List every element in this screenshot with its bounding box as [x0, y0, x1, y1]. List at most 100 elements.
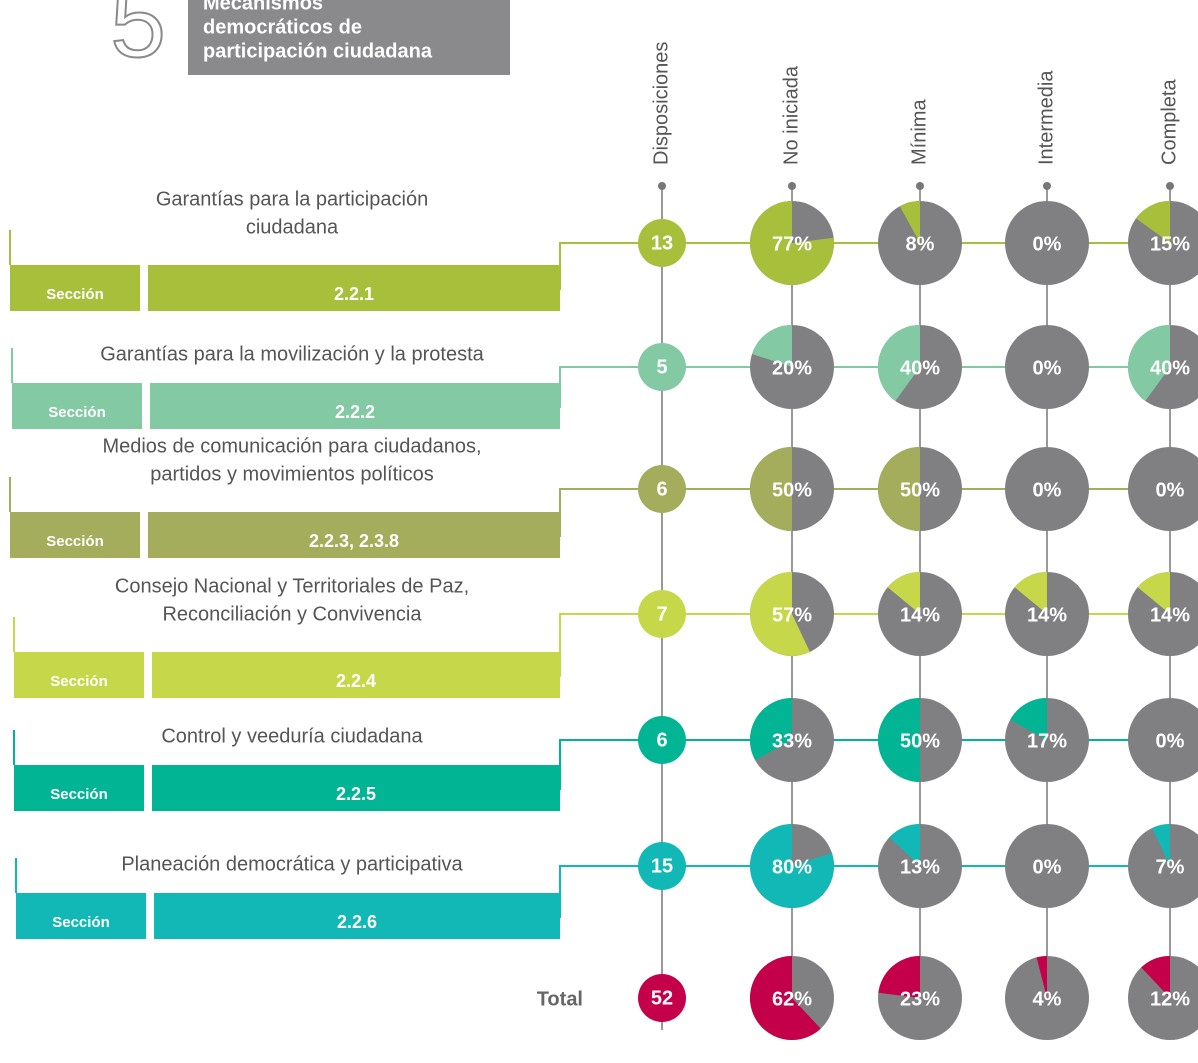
section-bar [148, 512, 560, 558]
column-header: Intermedia [1035, 70, 1057, 165]
pie-label: 50% [900, 730, 940, 752]
pie-slice [878, 325, 920, 401]
count-label: 13 [651, 232, 673, 254]
pie-label: 4% [1033, 988, 1062, 1010]
pie-base [1128, 447, 1198, 531]
column-dot [658, 182, 666, 190]
pie-label: 20% [772, 357, 812, 379]
pie-slice [899, 201, 920, 243]
pie-label: 40% [900, 357, 940, 379]
count-circle [638, 343, 686, 391]
row-label: partidos y movimientos políticos [150, 463, 433, 485]
pie-label: 23% [900, 988, 940, 1010]
pie-slice [1036, 956, 1047, 998]
pie-slice [750, 956, 821, 1040]
count-circle [638, 219, 686, 267]
section-bar [148, 265, 560, 311]
pie-label: 0% [1156, 479, 1185, 501]
pie-label: 0% [1033, 479, 1062, 501]
pie-label: 14% [1150, 604, 1190, 626]
column-header: Mínima [908, 99, 930, 165]
pie-slice [1152, 824, 1170, 866]
pie-label: 33% [772, 730, 812, 752]
pie-base [1005, 824, 1089, 908]
pie-slice [1137, 572, 1170, 614]
section-tag [14, 652, 144, 698]
column-dot [1043, 182, 1051, 190]
section-bar [152, 652, 560, 698]
row-label: Medios de comunicación para ciudadanos, [102, 435, 481, 457]
section-tag-label: Sección [48, 404, 106, 421]
pie-label: 77% [772, 233, 812, 255]
count-label: 6 [656, 478, 667, 500]
pie-slice [750, 447, 792, 531]
row-label: Garantías para la participación [156, 188, 428, 210]
section-number: 2.2.3, 2.3.8 [309, 531, 399, 551]
chapter-title: participación ciudadana [203, 40, 433, 62]
count-label: 5 [656, 356, 667, 378]
pie-label: 15% [1150, 233, 1190, 255]
pie-label: 14% [900, 604, 940, 626]
row-label: Consejo Nacional y Territoriales de Paz, [115, 575, 469, 597]
pie-slice [1014, 572, 1047, 614]
section-tag [12, 383, 142, 429]
pie-label: 12% [1150, 988, 1190, 1010]
count-circle [638, 590, 686, 638]
count-label: 15 [651, 855, 673, 877]
title-box [188, 0, 510, 75]
pie-slice [1141, 956, 1170, 998]
row-label: Reconciliación y Convivencia [162, 603, 422, 625]
pie-label: 0% [1033, 856, 1062, 878]
pie-slice [1136, 201, 1170, 243]
pie-base [1005, 201, 1089, 285]
row-label: Planeación democrática y participativa [121, 853, 463, 875]
pie-label: 7% [1156, 856, 1185, 878]
count-circle [638, 842, 686, 890]
column-header: Completa [1158, 79, 1180, 165]
section-tag [10, 265, 140, 311]
section-tag [16, 893, 146, 939]
pie-slice [750, 698, 792, 761]
section-number: 2.2.1 [334, 284, 374, 304]
count-label: 7 [656, 603, 667, 625]
pie-slice [750, 572, 810, 656]
pie-label: 17% [1027, 730, 1067, 752]
pie-slice [750, 824, 834, 908]
pie-base [1128, 824, 1198, 908]
section-tag-label: Sección [46, 533, 104, 550]
section-number: 2.2.2 [335, 402, 375, 422]
pie-slice [887, 572, 920, 614]
pie-label: 40% [1150, 357, 1190, 379]
chapter-title: Mecanismos [203, 0, 323, 14]
row-label: Garantías para la movilización y la prot… [100, 343, 484, 365]
pie-base [1005, 325, 1089, 409]
chapter-number: 5 [110, 0, 166, 78]
section-bar [154, 893, 560, 939]
pie-label: 0% [1156, 730, 1185, 752]
pie-base [1128, 698, 1198, 782]
count-label: 52 [651, 987, 673, 1009]
pie-slice [889, 824, 920, 866]
pie-label: 0% [1033, 233, 1062, 255]
pie-slice [878, 698, 920, 782]
row-label: Control y veeduría ciudadana [161, 725, 423, 747]
section-tag-label: Sección [46, 286, 104, 303]
section-number: 2.2.5 [336, 784, 376, 804]
column-header: Disposiciones [650, 42, 672, 165]
pie-slice [750, 201, 834, 285]
section-number: 2.2.6 [337, 912, 377, 932]
pie-base [1005, 447, 1089, 531]
section-tag-label: Sección [50, 673, 108, 690]
column-dot [916, 182, 924, 190]
pie-label: 50% [772, 479, 812, 501]
section-number: 2.2.4 [336, 671, 376, 691]
column-dot [1166, 182, 1174, 190]
column-header: No iniciada [780, 65, 802, 165]
pie-label: 13% [900, 856, 940, 878]
pie-label: 8% [906, 233, 935, 255]
pie-base [1128, 956, 1198, 1040]
pie-slice [878, 447, 920, 531]
chapter-title: democráticos de [203, 16, 362, 38]
pie-slice [1128, 325, 1170, 401]
